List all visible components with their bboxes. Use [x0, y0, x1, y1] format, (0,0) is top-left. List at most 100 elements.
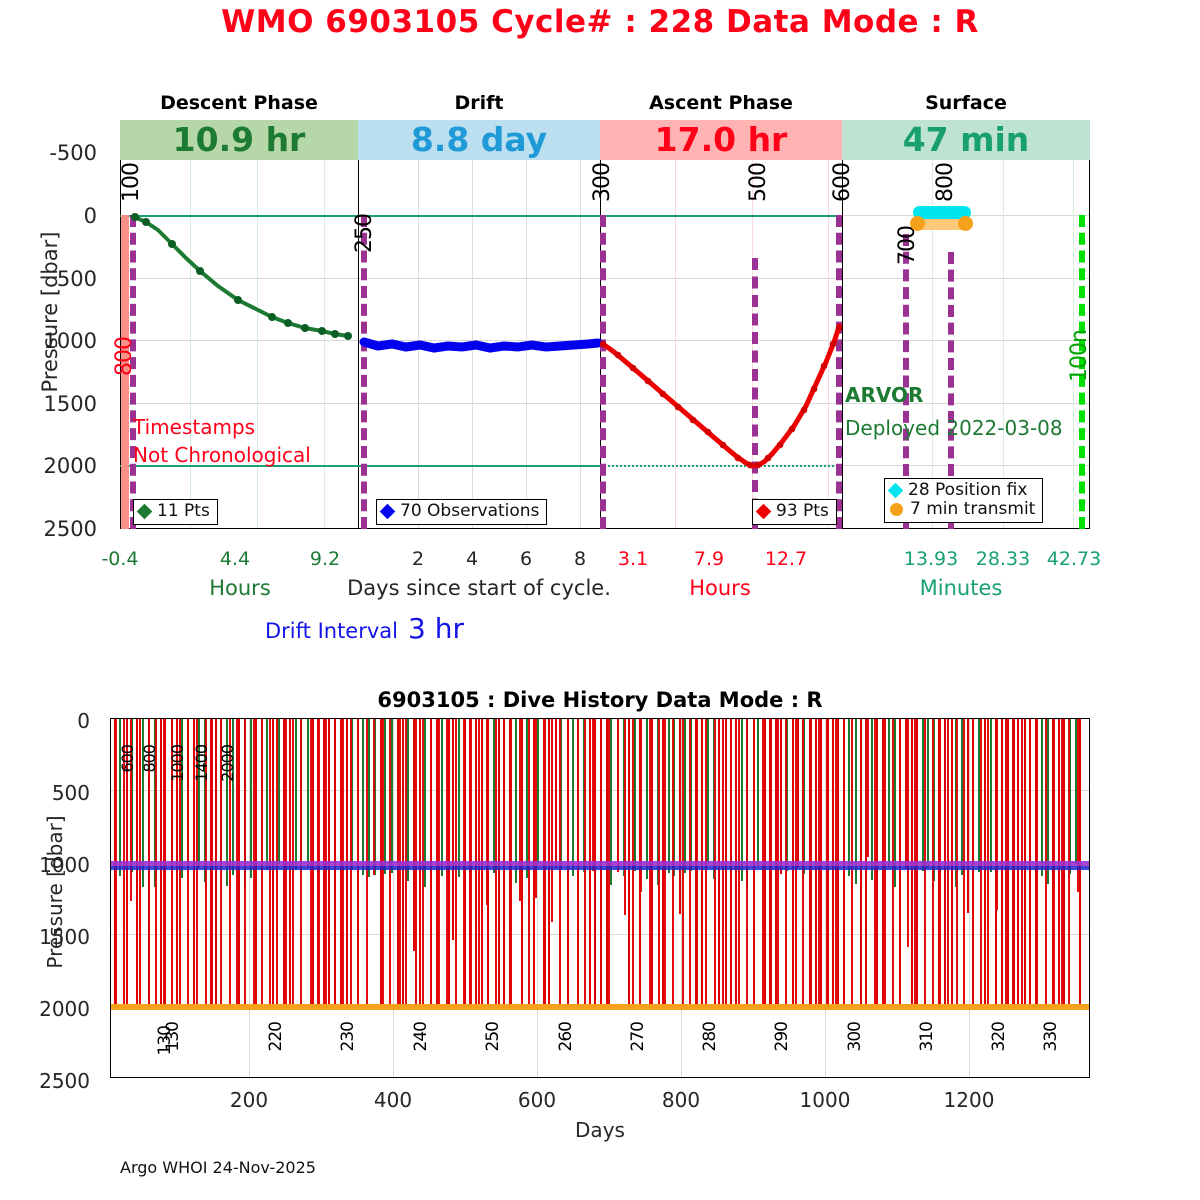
dive-stem: [515, 719, 517, 883]
dive-stem: [232, 719, 235, 875]
dive-stem: [572, 719, 575, 877]
x-tick-ascent: 12.7: [764, 548, 808, 570]
phase-name-drift: Drift: [454, 92, 504, 114]
x-tick-descent: -0.4: [101, 548, 139, 570]
dive-stem-profile: [534, 719, 537, 898]
dive-stem: [757, 719, 760, 866]
y-tick-bottom: 1000: [39, 853, 90, 877]
dive-stem-profile: [616, 719, 619, 861]
cycle-number-label: 250: [483, 1022, 503, 1052]
cycle-marker-dashed-green: [1079, 215, 1091, 529]
dive-stem: [854, 719, 857, 884]
diamond-icon: [887, 482, 904, 499]
y-tick-bottom: 0: [77, 709, 90, 733]
page-title: WMO 6903105 Cycle# : 228 Data Mode : R: [221, 4, 979, 40]
x-tick-bottom: 600: [517, 1088, 557, 1112]
dive-stem: [683, 719, 686, 874]
position-fix-markers: [913, 206, 971, 219]
legend-surface[interactable]: 28 Position fix 7 min transmit: [884, 478, 1044, 523]
dive-stem: [368, 719, 371, 877]
dive-stem: [679, 719, 682, 915]
warning-line-1: Timestamps: [133, 415, 256, 439]
dive-stem: [424, 719, 427, 887]
dive-stem: [990, 719, 993, 872]
dive-stem: [960, 719, 963, 876]
x-tick-surface: 13.93: [903, 548, 959, 570]
y-tick: 2500: [43, 517, 97, 541]
y-axis-label-bottom: Pressure [dbar]: [43, 815, 67, 969]
dive-stem: [582, 719, 585, 872]
depth-annotation: 1000: [168, 745, 187, 782]
legend-drift[interactable]: 70 Observations: [376, 499, 548, 525]
transmit-marker: [910, 216, 925, 231]
dive-stem: [492, 719, 495, 874]
drift-interval-label: Drift Interval: [265, 619, 398, 643]
dive-stem: [153, 719, 156, 887]
footer-text: Argo WHOI 24-Nov-2025: [120, 1158, 316, 1177]
descent-series: [131, 213, 352, 340]
cycle-number-label: 260: [556, 1022, 576, 1052]
dive-stem-profile: [867, 719, 870, 858]
dive-stem-profile: [486, 719, 489, 905]
x-axis-label-descent: Hours: [209, 576, 271, 600]
depth-annotation: 800: [140, 745, 159, 773]
dive-stem: [560, 719, 563, 870]
dive-stem: [203, 719, 206, 882]
x-tick-surface: 42.73: [1046, 548, 1102, 570]
cycle-marker-dashed: [903, 234, 915, 529]
dive-stem: [645, 719, 648, 879]
cycle-marker-dashed: [836, 215, 848, 529]
x-tick-ascent: 7.9: [693, 548, 725, 570]
annotation-800: 800: [933, 163, 958, 202]
park-pressure-line: [111, 861, 1089, 866]
deployment-date: Deployed 2022-03-08: [845, 416, 1063, 440]
dive-stem: [622, 719, 625, 877]
dive-stem: [181, 719, 183, 878]
legend-ascent[interactable]: 93 Pts: [752, 499, 837, 525]
y-tick: -500: [49, 141, 97, 165]
y-tick: 1000: [43, 329, 97, 353]
dive-stem-profile: [996, 719, 998, 910]
dive-stem: [847, 719, 850, 877]
dive-stem: [141, 719, 144, 887]
dive-stem: [904, 719, 907, 870]
dive-stem: [610, 719, 613, 885]
legend-descent[interactable]: 11 Pts: [133, 499, 218, 525]
x-tick-drift: 6: [519, 548, 533, 570]
cycle-number-label: 280: [700, 1022, 720, 1052]
dive-stem: [413, 719, 416, 951]
x-axis-label-surface: Minutes: [919, 576, 1003, 600]
annotation-right-100n: 100n: [1067, 330, 1092, 382]
dive-stem: [384, 719, 387, 875]
park-pressure-line-blue: [111, 866, 1089, 870]
dive-history-frame: [110, 718, 1090, 1078]
dive-stem: [350, 719, 353, 871]
legend-label-ascent: 93 Pts: [776, 501, 829, 521]
y-tick: 2000: [43, 454, 97, 478]
annotation-700: 700: [895, 226, 920, 265]
dive-stem: [294, 719, 297, 871]
dive-stem: [119, 719, 122, 876]
phase-name-ascent: Ascent Phase: [649, 92, 793, 114]
x-tick-drift: 2: [411, 548, 425, 570]
dive-stem: [741, 719, 744, 881]
y-tick: 1500: [43, 392, 97, 416]
drift-series: [359, 337, 602, 353]
legend-label-descent: 11 Pts: [157, 501, 210, 521]
x-axis-label-bottom: Days: [575, 1118, 625, 1142]
dive-stem-profile: [373, 719, 376, 875]
y-tick-bottom: 1500: [39, 925, 90, 949]
cycle-number-label: 300: [845, 1022, 865, 1052]
dive-stem: [278, 719, 281, 865]
dive-stem: [266, 719, 269, 870]
cycle-marker-dashed: [948, 252, 960, 529]
phase-duration-surface: 47 min: [842, 120, 1090, 160]
dive-stem: [634, 719, 637, 871]
dive-stem-profile: [859, 719, 862, 932]
dive-stem: [780, 719, 783, 874]
dive-stem: [441, 719, 444, 876]
y-tick: 500: [56, 267, 97, 291]
x-tick-drift: 4: [465, 548, 479, 570]
dive-stem-profile: [1077, 719, 1080, 892]
phase-name-descent: Descent Phase: [160, 92, 318, 114]
